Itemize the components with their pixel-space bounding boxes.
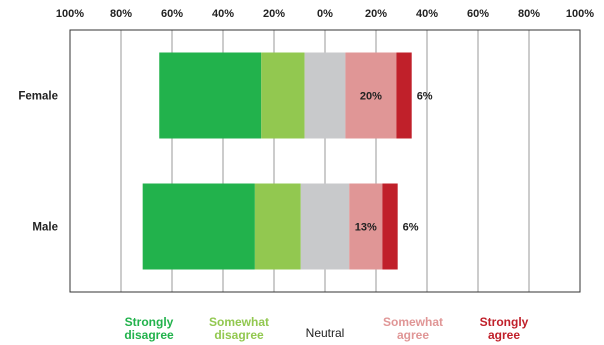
x-tick-label: 0% bbox=[317, 8, 333, 20]
legend-label: disagree bbox=[214, 328, 264, 342]
x-tick-label: 40% bbox=[416, 8, 438, 20]
x-tick-label: 100% bbox=[56, 8, 84, 20]
legend-label: agree bbox=[397, 328, 429, 342]
data-labels: 20% 6% 13% 6% bbox=[355, 91, 433, 234]
x-tick-label: 80% bbox=[518, 8, 540, 20]
legend-label: Strongly bbox=[480, 315, 529, 329]
legend-label: agree bbox=[488, 328, 520, 342]
x-tick-label: 20% bbox=[263, 8, 285, 20]
data-label-male-strongly-agree: 6% bbox=[403, 222, 419, 234]
bar-male-neutral bbox=[300, 183, 350, 270]
category-label-male: Male bbox=[32, 222, 58, 234]
bar-male-strongly-disagree bbox=[142, 183, 255, 270]
legend-label: Somewhat bbox=[209, 315, 269, 329]
plot-frame bbox=[69, 29, 581, 293]
data-label-male-somewhat-agree: 13% bbox=[355, 222, 377, 234]
x-tick-labels: 100% 80% 60% 40% 20% 0% 20% 40% 60% 80% 100% bbox=[56, 8, 594, 20]
bar-female-somewhat-agree bbox=[345, 52, 397, 139]
x-tick-label: 100% bbox=[566, 8, 594, 20]
data-label-female-strongly-agree: 6% bbox=[417, 91, 433, 103]
legend-label: Somewhat bbox=[383, 315, 443, 329]
x-tick-label: 60% bbox=[161, 8, 183, 20]
legend-label: disagree bbox=[124, 328, 174, 342]
bar-female-somewhat-disagree bbox=[261, 52, 305, 139]
bar-male-somewhat-agree bbox=[349, 183, 383, 270]
data-label-female-somewhat-agree: 20% bbox=[360, 91, 382, 103]
x-tick-label: 60% bbox=[467, 8, 489, 20]
bar-female-strongly-agree bbox=[396, 52, 412, 139]
x-tick-label: 80% bbox=[110, 8, 132, 20]
category-label-female: Female bbox=[18, 91, 58, 103]
bar-male-strongly-agree bbox=[382, 183, 398, 270]
x-tick-label: 20% bbox=[365, 8, 387, 20]
legend-label: Strongly bbox=[125, 315, 174, 329]
bar-male-somewhat-disagree bbox=[254, 183, 301, 270]
bar-female-strongly-disagree bbox=[159, 52, 262, 139]
bars bbox=[142, 52, 412, 270]
x-tick-label: 40% bbox=[212, 8, 234, 20]
legend-item-neutral: Neutral bbox=[306, 326, 345, 340]
legend-label: Neutral bbox=[306, 326, 345, 340]
bar-female-neutral bbox=[304, 52, 346, 139]
category-labels: Female Male bbox=[18, 91, 58, 234]
